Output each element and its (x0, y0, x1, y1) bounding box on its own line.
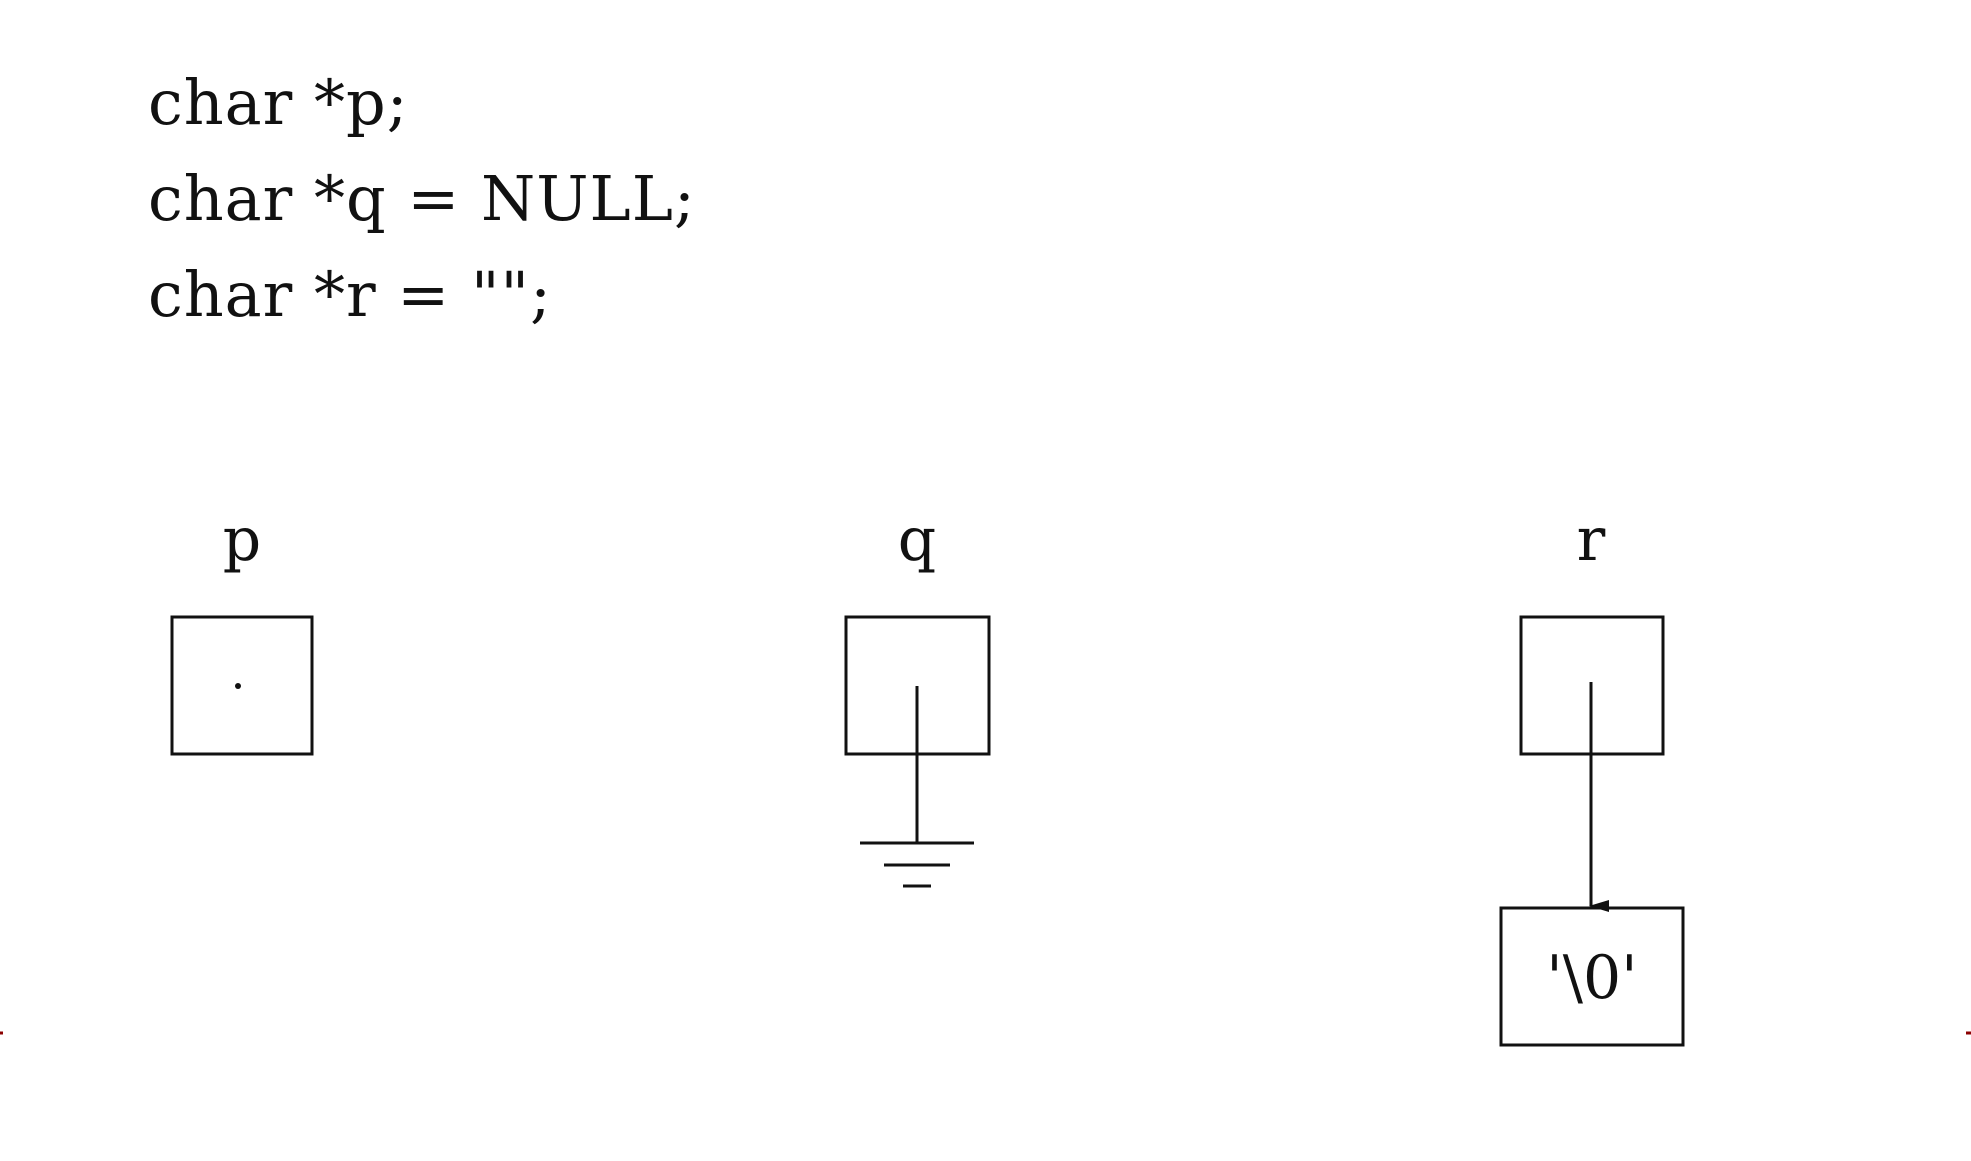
variable-label-r: r (1577, 505, 1606, 575)
variable-label-p: p (223, 505, 261, 575)
memory-cell-value: '\0' (1546, 943, 1637, 1013)
garbage-dot-p (235, 683, 241, 689)
code-line-declare-r: char *r = ""; (148, 258, 552, 331)
pointer-box-p (170, 615, 314, 756)
memory-cell-null-terminator (1499, 906, 1685, 1047)
variable-label-q: q (898, 505, 936, 575)
code-line-declare-p: char *p; (148, 66, 409, 139)
code-line-declare-q: char *q = NULL; (148, 162, 696, 235)
ground-symbol-icon (860, 841, 974, 888)
